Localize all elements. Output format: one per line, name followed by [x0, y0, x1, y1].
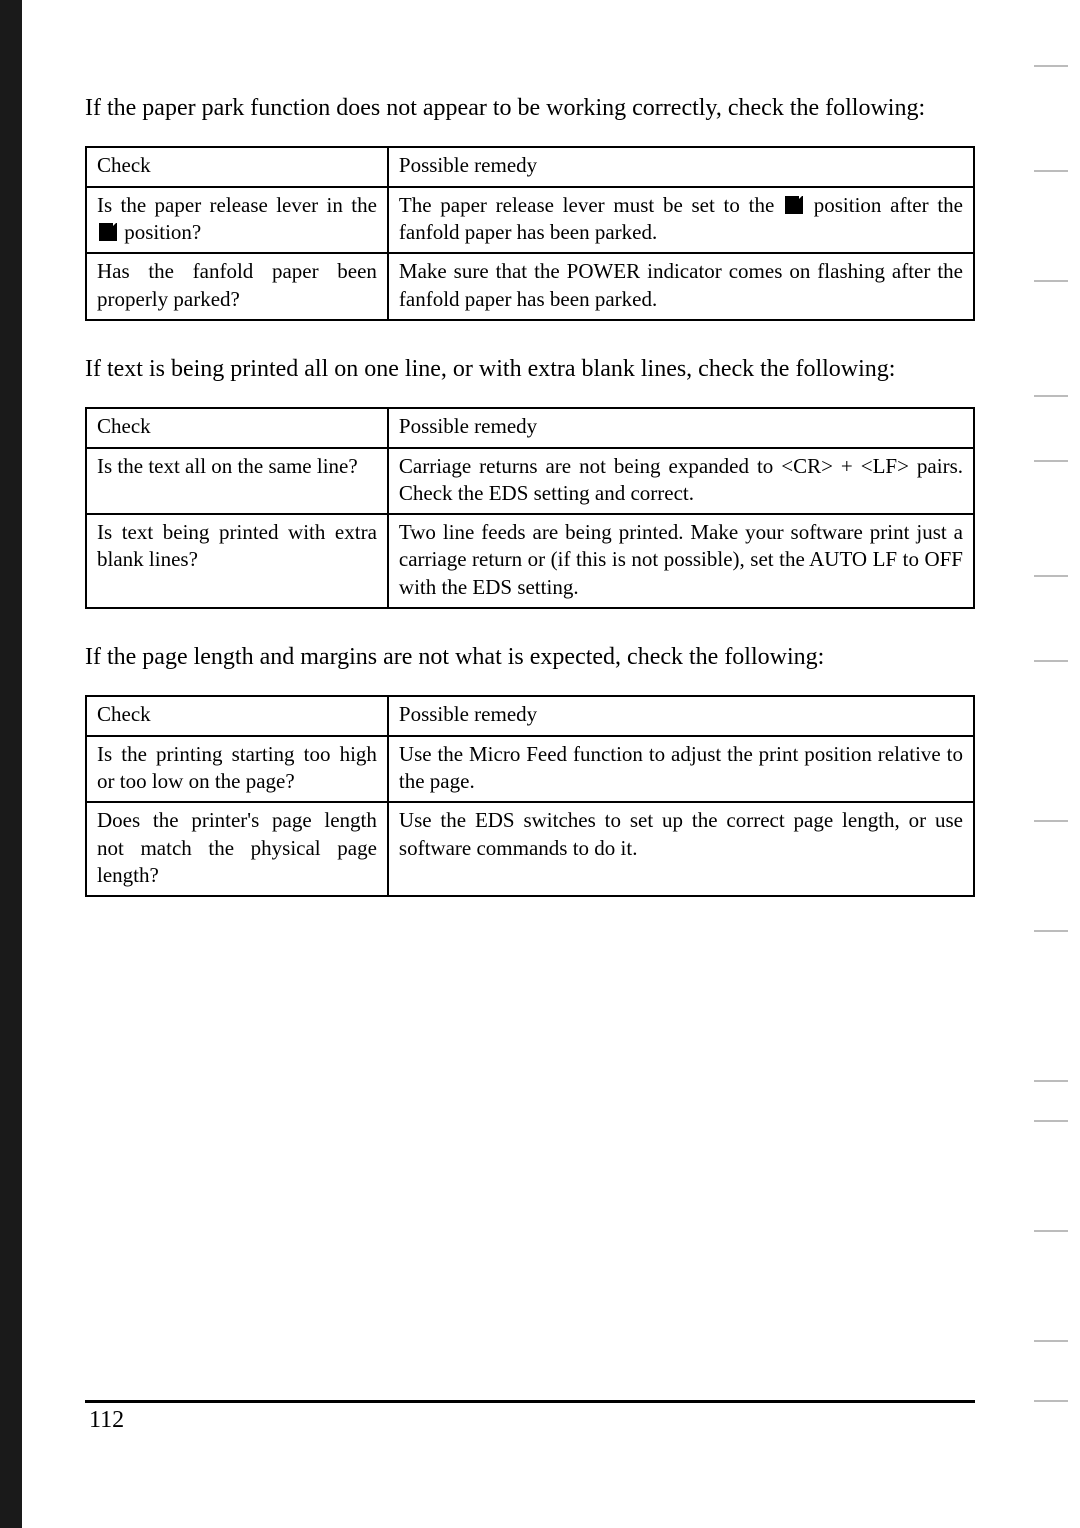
check-cell: Is the printing starting too high or too…: [86, 736, 388, 803]
col-header-remedy: Possible remedy: [388, 147, 974, 186]
check-cell: Has the fanfold paper been properly park…: [86, 253, 388, 320]
table-row: Does the printer's page length not match…: [86, 802, 974, 896]
col-header-check: Check: [86, 147, 388, 186]
scan-tick: [1034, 395, 1068, 397]
page-number: 112: [85, 1407, 124, 1433]
check-cell: Is the paper release lever in the positi…: [86, 187, 388, 254]
troubleshoot-table: Check Possible remedy Is the text all on…: [85, 407, 975, 609]
col-header-remedy: Possible remedy: [388, 408, 974, 447]
scan-tick: [1034, 65, 1068, 67]
col-header-check: Check: [86, 408, 388, 447]
scan-tick: [1034, 660, 1068, 662]
table-row: Is the text all on the same line? Carria…: [86, 448, 974, 515]
scan-tick: [1034, 170, 1068, 172]
scan-edge-strip: [0, 0, 22, 1528]
table-row: Is the paper release lever in the positi…: [86, 187, 974, 254]
scan-tick: [1034, 1400, 1068, 1402]
check-cell: Is the text all on the same line?: [86, 448, 388, 515]
scan-tick: [1034, 1230, 1068, 1232]
remedy-cell: Use the EDS switches to set up the corre…: [388, 802, 974, 896]
cell-text: Is the paper release lever in the: [97, 193, 377, 217]
table-header-row: Check Possible remedy: [86, 696, 974, 735]
cell-text: The paper release lever must be set to t…: [399, 193, 783, 217]
troubleshoot-table: Check Possible remedy Is the printing st…: [85, 695, 975, 897]
table-header-row: Check Possible remedy: [86, 408, 974, 447]
col-header-check: Check: [86, 696, 388, 735]
remedy-cell: Carriage returns are not being expanded …: [388, 448, 974, 515]
page-content: If the paper park function does not appe…: [85, 92, 975, 929]
table-row: Has the fanfold paper been properly park…: [86, 253, 974, 320]
lever-icon: [99, 223, 117, 241]
scan-tick: [1034, 820, 1068, 822]
table-row: Is the printing starting too high or too…: [86, 736, 974, 803]
remedy-cell: Make sure that the POWER indicator comes…: [388, 253, 974, 320]
col-header-remedy: Possible remedy: [388, 696, 974, 735]
check-cell: Is text being printed with extra blank l…: [86, 514, 388, 608]
remedy-cell: The paper release lever must be set to t…: [388, 187, 974, 254]
page-footer-rule: 112: [85, 1400, 975, 1434]
cell-text: position?: [119, 220, 201, 244]
remedy-cell: Two line feeds are being printed. Make y…: [388, 514, 974, 608]
scan-tick: [1034, 1120, 1068, 1122]
scan-tick: [1034, 1340, 1068, 1342]
scan-tick: [1034, 1080, 1068, 1082]
remedy-cell: Use the Micro Feed function to adjust th…: [388, 736, 974, 803]
section-intro: If the paper park function does not appe…: [85, 92, 975, 124]
check-cell: Does the printer's page length not match…: [86, 802, 388, 896]
table-row: Is text being printed with extra blank l…: [86, 514, 974, 608]
troubleshoot-table: Check Possible remedy Is the paper relea…: [85, 146, 975, 320]
scan-tick: [1034, 930, 1068, 932]
section-intro: If the page length and margins are not w…: [85, 641, 975, 673]
lever-icon: [785, 196, 803, 214]
scan-tick: [1034, 575, 1068, 577]
table-header-row: Check Possible remedy: [86, 147, 974, 186]
section-intro: If text is being printed all on one line…: [85, 353, 975, 385]
scan-tick: [1034, 460, 1068, 462]
scan-tick: [1034, 280, 1068, 282]
